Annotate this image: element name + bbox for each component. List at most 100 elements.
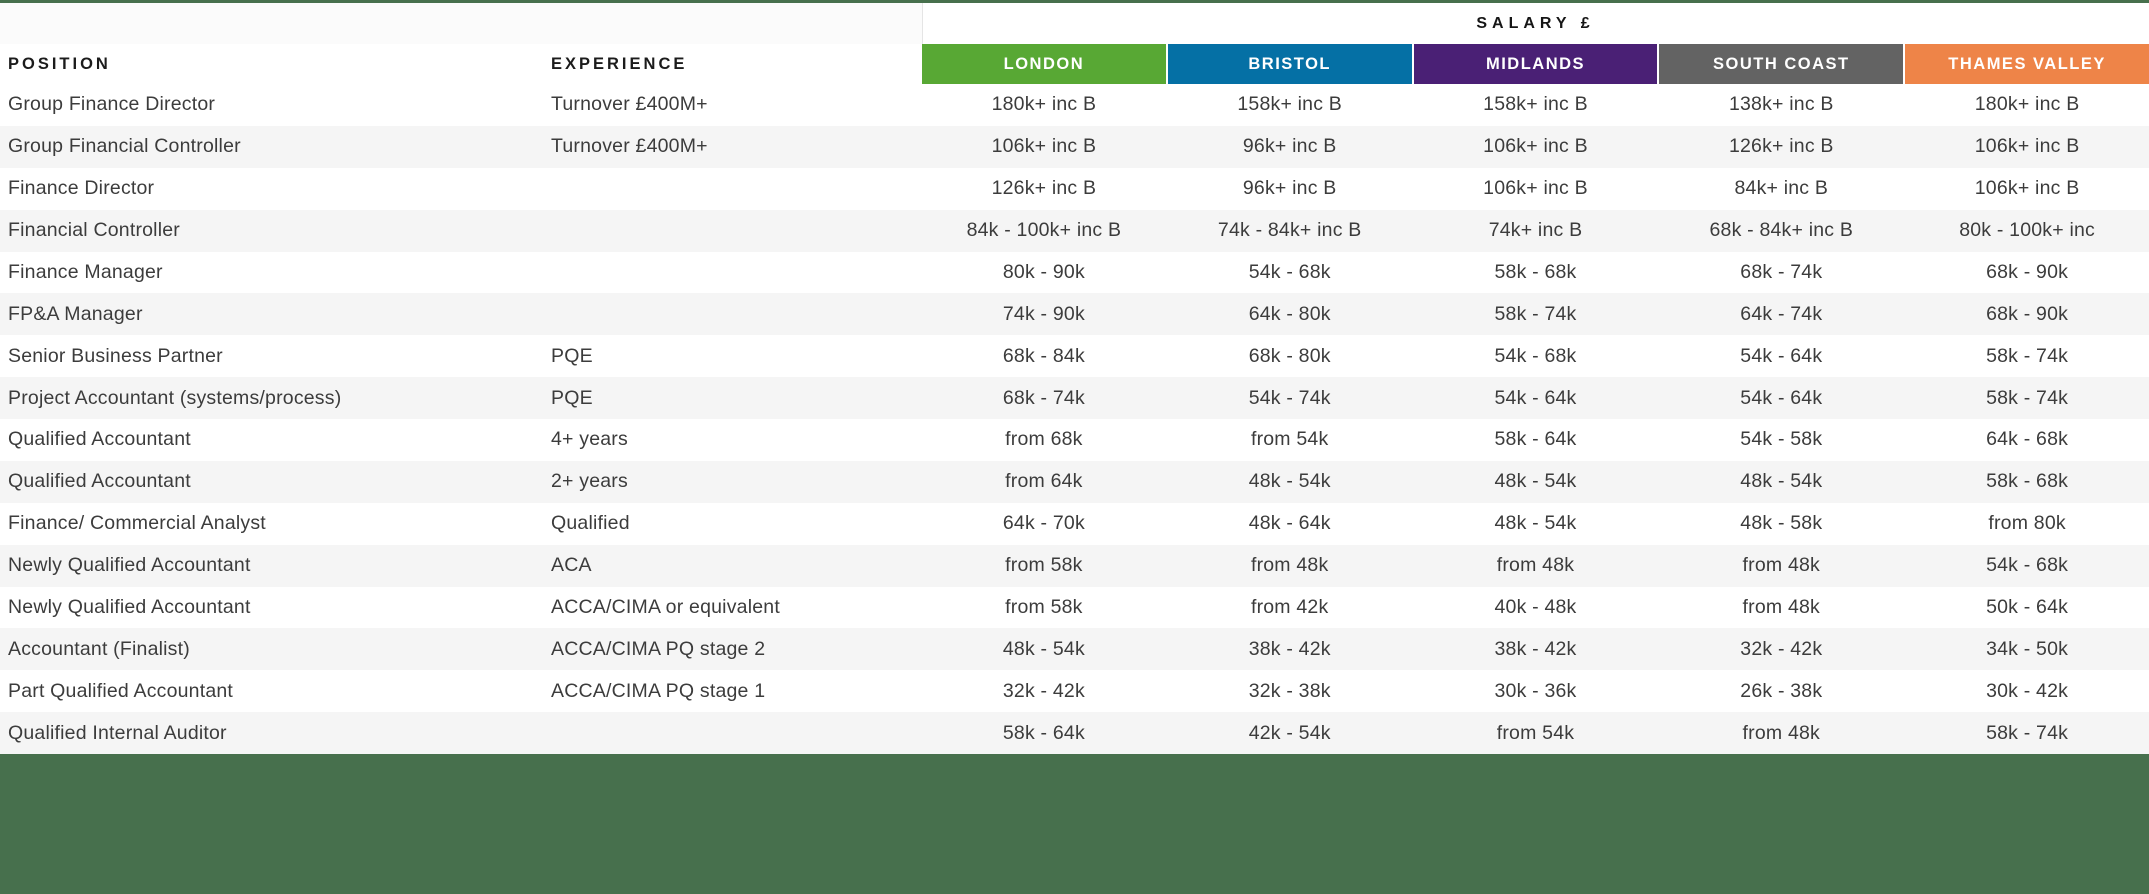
salary-cell-london: 106k+ inc B: [991, 135, 1097, 158]
experience-cell: Turnover £400M+: [551, 135, 708, 158]
salary-cell-thames-valley: 30k - 42k: [1986, 679, 2069, 702]
position-cell: Senior Business Partner: [8, 344, 223, 367]
salary-cell-london: from 64k: [1005, 470, 1083, 493]
salary-cell-london: 84k - 100k+ inc B: [966, 219, 1122, 242]
salary-cell-bristol: 68k - 80k: [1248, 344, 1331, 367]
salary-cells: 48k - 54k 38k - 42k 38k - 42k 32k - 42k …: [922, 628, 2149, 670]
salary-cell-midlands: 54k - 64k: [1494, 386, 1577, 409]
salary-cell-thames-valley: 54k - 68k: [1986, 554, 2069, 577]
salary-cell-bristol: from 42k: [1250, 595, 1329, 618]
table-row: Qualified Accountant 4+ years from 68k f…: [0, 419, 2149, 461]
table-row: Part Qualified Accountant ACCA/CIMA PQ s…: [0, 670, 2149, 712]
salary-cell-london: 80k - 90k: [1002, 260, 1085, 283]
table-body: Group Finance Director Turnover £400M+ 1…: [0, 84, 2149, 754]
table-row: Accountant (Finalist) ACCA/CIMA PQ stage…: [0, 628, 2149, 671]
salary-cell-midlands: 54k - 68k: [1494, 344, 1577, 367]
experience-cell: ACCA/CIMA PQ stage 1: [551, 679, 766, 702]
salary-cell-south-coast: 138k+ inc B: [1728, 93, 1834, 116]
salary-cell-midlands: 48k - 54k: [1494, 512, 1577, 535]
salary-cell-bristol: 48k - 54k: [1248, 470, 1331, 493]
salary-cell-thames-valley: 58k - 74k: [1986, 386, 2069, 409]
region-column-headers: LONDON BRISTOL MIDLANDS SOUTH COAST THAM…: [922, 44, 2149, 84]
position-cell: Qualified Accountant: [8, 470, 191, 493]
salary-cell-london: 32k - 42k: [1002, 679, 1085, 702]
salary-cells: from 68k from 54k 58k - 64k 54k - 58k 64…: [922, 419, 2149, 461]
salary-cells: 126k+ inc B 96k+ inc B 106k+ inc B 84k+ …: [922, 168, 2149, 210]
salary-cells: 68k - 84k 68k - 80k 54k - 68k 54k - 64k …: [922, 335, 2149, 377]
salary-cell-bristol: 42k - 54k: [1248, 721, 1331, 744]
salary-cell-thames-valley: 64k - 68k: [1986, 428, 2069, 451]
position-cell: Newly Qualified Accountant: [8, 595, 251, 618]
salary-cell-london: 68k - 84k: [1002, 344, 1085, 367]
salary-cell-thames-valley: 34k - 50k: [1986, 637, 2069, 660]
salary-cell-south-coast: 126k+ inc B: [1728, 135, 1834, 158]
position-cell: Qualified Accountant: [8, 428, 191, 451]
experience-cell: Qualified: [551, 512, 630, 535]
salary-cell-london: 74k - 90k: [1002, 302, 1085, 325]
salary-cell-bristol: 96k+ inc B: [1242, 135, 1337, 158]
position-cell: Newly Qualified Accountant: [8, 554, 251, 577]
table-row: Qualified Accountant 2+ years from 64k 4…: [0, 460, 2149, 503]
position-cell: Finance Manager: [8, 260, 163, 283]
salary-cell-thames-valley: 106k+ inc B: [1974, 177, 2080, 200]
table-row: FP&A Manager 74k - 90k 64k - 80k 58k - 7…: [0, 293, 2149, 336]
region-header-london: LONDON: [922, 44, 1166, 84]
salary-cell-london: from 58k: [1005, 595, 1083, 618]
salary-cell-london: 180k+ inc B: [991, 93, 1097, 116]
table-row: Finance Director 126k+ inc B 96k+ inc B …: [0, 168, 2149, 210]
salary-cell-midlands: 38k - 42k: [1494, 637, 1577, 660]
table-row: Newly Qualified Accountant ACA from 58k …: [0, 544, 2149, 587]
salary-cell-midlands: 48k - 54k: [1494, 470, 1577, 493]
salary-cell-midlands: from 54k: [1496, 721, 1575, 744]
position-column-header: POSITION: [8, 54, 111, 73]
salary-cells: from 58k from 48k from 48k from 48k 54k …: [922, 545, 2149, 587]
experience-cell: 4+ years: [551, 428, 628, 451]
table-row: Group Financial Controller Turnover £400…: [0, 125, 2149, 168]
salary-cell-thames-valley: 58k - 74k: [1986, 344, 2069, 367]
salary-cell-midlands: 58k - 74k: [1494, 302, 1577, 325]
region-header-thames-valley: THAMES VALLEY: [1905, 44, 2149, 84]
salary-cell-bristol: from 48k: [1250, 554, 1329, 577]
region-header-south-coast: SOUTH COAST: [1659, 44, 1904, 84]
position-cell: FP&A Manager: [8, 302, 143, 325]
salary-cell-bristol: 54k - 68k: [1248, 260, 1331, 283]
table-row: Newly Qualified Accountant ACCA/CIMA or …: [0, 587, 2149, 629]
salary-cell-bristol: 158k+ inc B: [1237, 93, 1343, 116]
salary-cell-midlands: 30k - 36k: [1494, 679, 1577, 702]
salary-cells: from 58k from 42k 40k - 48k from 48k 50k…: [922, 587, 2149, 629]
salary-cell-south-coast: 48k - 58k: [1740, 512, 1823, 535]
salary-cell-thames-valley: 58k - 68k: [1986, 470, 2069, 493]
salary-cell-south-coast: 64k - 74k: [1740, 302, 1823, 325]
salary-cell-south-coast: 54k - 64k: [1740, 344, 1823, 367]
salary-cell-thames-valley: 106k+ inc B: [1974, 135, 2080, 158]
position-cell: Group Financial Controller: [8, 135, 241, 158]
position-cell: Finance/ Commercial Analyst: [8, 512, 266, 535]
salary-cell-thames-valley: 180k+ inc B: [1974, 93, 2080, 116]
position-cell: Finance Director: [8, 177, 155, 200]
salary-cell-thames-valley: 58k - 74k: [1986, 721, 2069, 744]
salary-cell-south-coast: 26k - 38k: [1740, 679, 1823, 702]
salary-cell-thames-valley: 68k - 90k: [1986, 260, 2069, 283]
experience-cell: 2+ years: [551, 470, 628, 493]
salary-cell-thames-valley: 80k - 100k+ inc: [1959, 219, 2095, 242]
salary-cell-london: from 68k: [1005, 428, 1083, 451]
experience-column-header: EXPERIENCE: [551, 54, 688, 73]
salary-cell-bristol: 64k - 80k: [1248, 302, 1331, 325]
region-header-midlands: MIDLANDS: [1413, 44, 1658, 84]
salary-cells: 68k - 74k 54k - 74k 54k - 64k 54k - 64k …: [922, 377, 2149, 419]
salary-cell-bristol: from 54k: [1250, 428, 1329, 451]
salary-cells: from 64k 48k - 54k 48k - 54k 48k - 54k 5…: [922, 461, 2149, 503]
table-row: Qualified Internal Auditor 58k - 64k 42k…: [0, 712, 2149, 754]
salary-header-strip: SALARY £: [0, 3, 2149, 44]
salary-cells: 106k+ inc B 96k+ inc B 106k+ inc B 126k+…: [922, 126, 2149, 168]
table-row: Group Finance Director Turnover £400M+ 1…: [0, 84, 2149, 126]
top-accent-bar: [0, 0, 2149, 3]
position-cell: Project Accountant (systems/process): [8, 386, 342, 409]
salary-cell-south-coast: from 48k: [1742, 554, 1821, 577]
experience-cell: ACCA/CIMA or equivalent: [551, 595, 780, 618]
salary-cell-midlands: 74k+ inc B: [1488, 219, 1583, 242]
salary-cells: 180k+ inc B 158k+ inc B 158k+ inc B 138k…: [922, 84, 2149, 126]
header-left-panel: [0, 3, 923, 44]
table-row: Project Accountant (systems/process) PQE…: [0, 377, 2149, 419]
